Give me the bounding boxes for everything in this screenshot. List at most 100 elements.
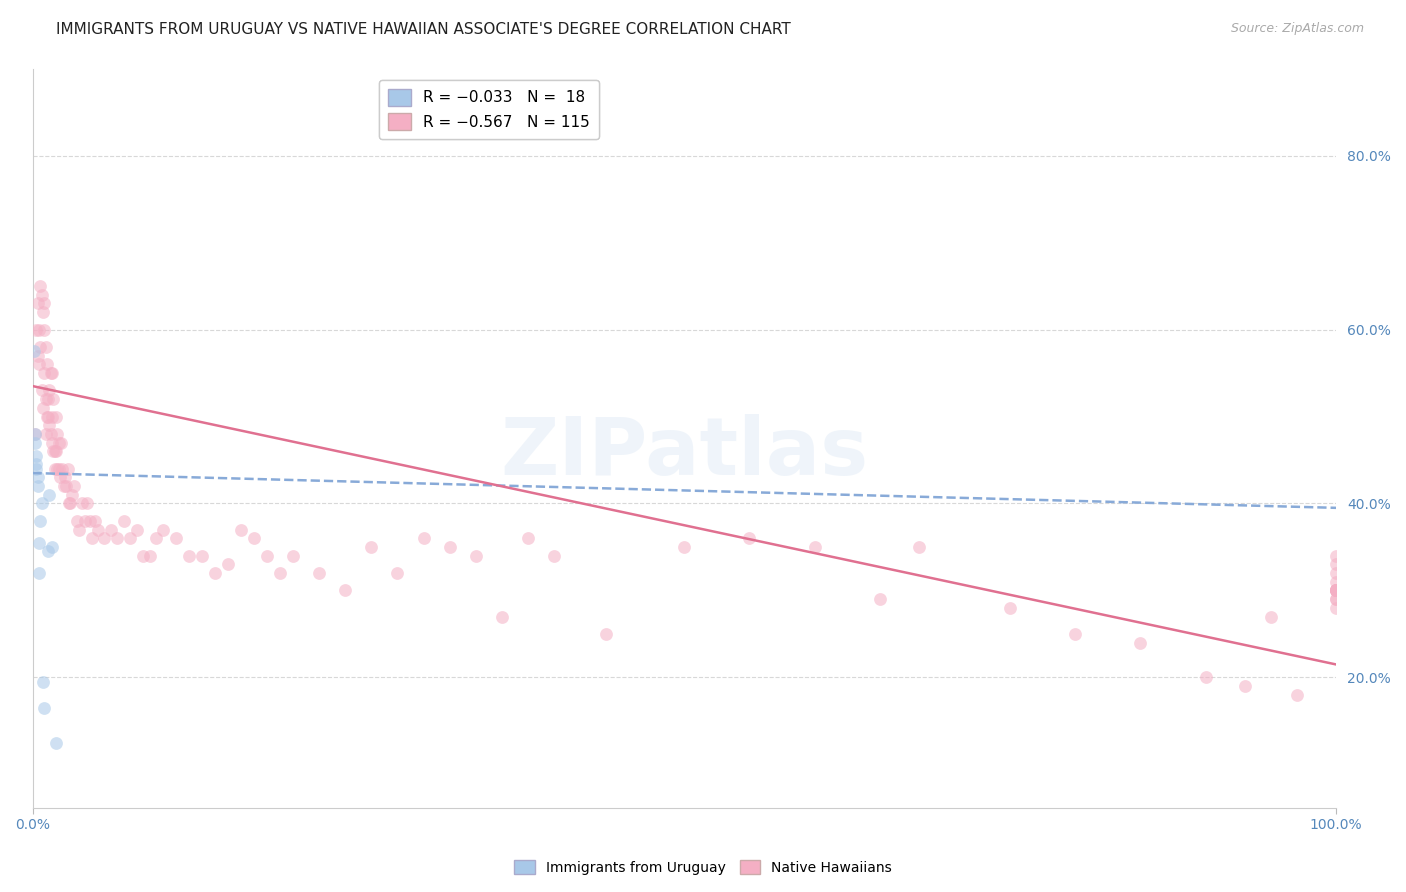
Point	[32, 401, 55, 415]
Point	[335, 583, 357, 598]
Point	[145, 531, 167, 545]
Point	[45, 736, 67, 750]
Point	[1324, 558, 1347, 572]
Point	[45, 444, 67, 458]
Point	[31, 287, 53, 301]
Point	[48, 461, 70, 475]
Point	[412, 531, 434, 545]
Point	[51, 461, 73, 475]
Point	[439, 540, 461, 554]
Point	[73, 514, 96, 528]
Point	[869, 592, 891, 607]
Point	[58, 496, 80, 510]
Point	[37, 392, 59, 406]
Point	[283, 549, 305, 563]
Point	[1324, 583, 1347, 598]
Point	[28, 322, 51, 336]
Point	[308, 566, 330, 580]
Point	[1324, 583, 1347, 598]
Point	[256, 549, 278, 563]
Point	[25, 322, 48, 336]
Point	[86, 523, 108, 537]
Point	[908, 540, 931, 554]
Point	[1324, 592, 1347, 607]
Point	[803, 540, 825, 554]
Point	[48, 435, 70, 450]
Point	[34, 426, 56, 441]
Point	[59, 496, 82, 510]
Point	[24, 426, 46, 441]
Point	[30, 279, 52, 293]
Point	[39, 366, 62, 380]
Point	[32, 322, 55, 336]
Point	[32, 305, 55, 319]
Point	[76, 496, 98, 510]
Point	[204, 566, 226, 580]
Point	[24, 426, 46, 441]
Point	[41, 366, 63, 380]
Legend: Immigrants from Uruguay, Native Hawaiians: Immigrants from Uruguay, Native Hawaiian…	[508, 855, 898, 880]
Point	[67, 523, 90, 537]
Point	[32, 674, 55, 689]
Point	[52, 479, 75, 493]
Point	[84, 514, 107, 528]
Point	[1324, 574, 1347, 589]
Point	[46, 426, 69, 441]
Point	[25, 461, 48, 475]
Point	[35, 409, 58, 424]
Point	[120, 531, 142, 545]
Point	[27, 296, 49, 310]
Point	[28, 566, 51, 580]
Point	[25, 458, 48, 472]
Point	[66, 514, 89, 528]
Point	[28, 535, 51, 549]
Text: ZIPatlas: ZIPatlas	[501, 414, 869, 492]
Point	[35, 357, 58, 371]
Point	[269, 566, 291, 580]
Point	[516, 531, 538, 545]
Text: IMMIGRANTS FROM URUGUAY VS NATIVE HAWAIIAN ASSOCIATE'S DEGREE CORRELATION CHART: IMMIGRANTS FROM URUGUAY VS NATIVE HAWAII…	[56, 22, 792, 37]
Point	[32, 296, 55, 310]
Point	[51, 435, 73, 450]
Point	[34, 340, 56, 354]
Point	[217, 558, 239, 572]
Point	[41, 540, 63, 554]
Point	[22, 344, 45, 359]
Point	[41, 435, 63, 450]
Point	[39, 426, 62, 441]
Point	[38, 418, 60, 433]
Point	[243, 531, 266, 545]
Point	[165, 531, 187, 545]
Point	[27, 470, 49, 484]
Point	[25, 449, 48, 463]
Point	[79, 514, 101, 528]
Point	[464, 549, 486, 563]
Point	[1324, 549, 1347, 563]
Point	[1324, 583, 1347, 598]
Point	[30, 514, 52, 528]
Point	[491, 609, 513, 624]
Point	[1324, 583, 1347, 598]
Point	[673, 540, 696, 554]
Point	[1285, 688, 1308, 702]
Point	[132, 549, 155, 563]
Point	[28, 357, 51, 371]
Point	[191, 549, 214, 563]
Point	[1324, 583, 1347, 598]
Point	[105, 531, 128, 545]
Point	[360, 540, 382, 554]
Point	[1324, 583, 1347, 598]
Point	[42, 444, 65, 458]
Point	[82, 531, 104, 545]
Point	[27, 479, 49, 493]
Point	[93, 531, 115, 545]
Point	[125, 523, 148, 537]
Point	[56, 461, 79, 475]
Point	[595, 627, 617, 641]
Point	[139, 549, 162, 563]
Point	[38, 384, 60, 398]
Point	[1195, 671, 1218, 685]
Point	[229, 523, 252, 537]
Point	[1129, 636, 1152, 650]
Point	[1233, 679, 1256, 693]
